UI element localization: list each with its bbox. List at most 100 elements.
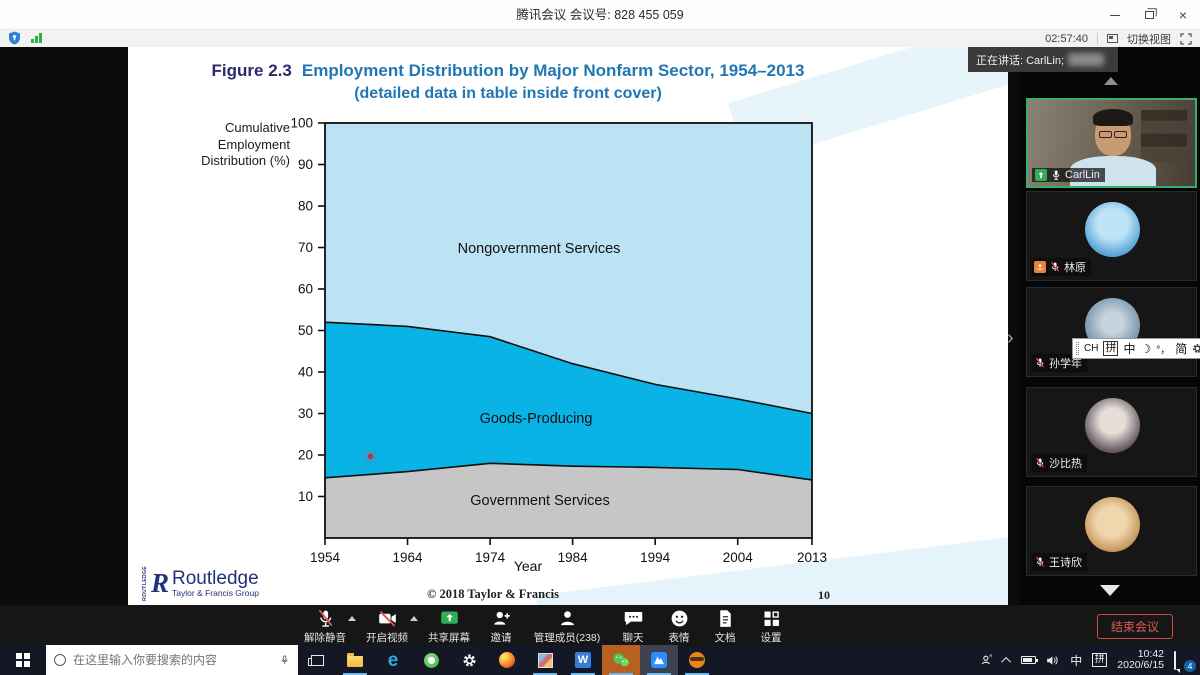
reactions-label: 表情 bbox=[668, 632, 690, 644]
wechat-icon bbox=[613, 653, 629, 667]
window-controls: × bbox=[1098, 0, 1200, 30]
y-axis-title: Cumulative Employment Distribution (%) bbox=[201, 120, 290, 168]
notification-badge: 4 bbox=[1184, 660, 1196, 672]
invite-button[interactable]: 邀请 bbox=[478, 608, 524, 645]
task-view-icon bbox=[307, 654, 324, 666]
scroll-down-arrow[interactable] bbox=[1100, 585, 1120, 596]
tray-expand-chevron-icon[interactable] bbox=[1001, 656, 1012, 667]
svg-text:60: 60 bbox=[298, 282, 313, 297]
svg-text:70: 70 bbox=[298, 240, 313, 255]
speaker-icon[interactable] bbox=[1046, 654, 1060, 667]
battery-icon[interactable] bbox=[1021, 656, 1039, 664]
area-0 bbox=[325, 463, 812, 538]
figure-subtitle: (detailed data in table inside front cov… bbox=[354, 85, 662, 102]
sector-label-0: Government Services bbox=[470, 493, 609, 509]
action-center-button[interactable]: 4 bbox=[1174, 651, 1196, 672]
tencent-meeting-icon bbox=[651, 652, 667, 668]
docs-button[interactable]: 文档 bbox=[702, 608, 748, 645]
window-titlebar: 腾讯会议 会议号: 828 455 059 × bbox=[0, 0, 1200, 30]
settings-button[interactable]: 设置 bbox=[748, 608, 794, 645]
camera-off-icon bbox=[378, 610, 396, 627]
svg-text:1984: 1984 bbox=[558, 550, 589, 565]
mic-options-arrow[interactable] bbox=[348, 616, 356, 621]
participant-chip: 沙比热 bbox=[1031, 454, 1087, 472]
participant-tile[interactable]: 王诗欣 bbox=[1026, 486, 1197, 576]
share-screen-button[interactable]: 共享屏幕 bbox=[420, 608, 478, 645]
restore-icon bbox=[1144, 11, 1154, 19]
logo-vertical-text: ROUTLEDGE bbox=[142, 566, 148, 601]
x-axis-title: Year bbox=[513, 558, 543, 574]
start-video-button[interactable]: 开启视频 bbox=[358, 608, 416, 645]
task-view-button[interactable] bbox=[298, 645, 336, 675]
manage-members-button[interactable]: 管理成员(238) bbox=[524, 608, 610, 645]
participant-tile-carllin[interactable]: CarlLin bbox=[1026, 98, 1197, 188]
ime-pinyin-icon[interactable]: 拼 bbox=[1103, 341, 1119, 356]
logo-mark: R bbox=[151, 568, 170, 598]
ime-punctuation-icon[interactable]: °， bbox=[1156, 345, 1171, 356]
avatar bbox=[1085, 202, 1140, 257]
taskbar-app-edge[interactable]: e bbox=[374, 645, 412, 675]
taskbar-app-settings[interactable] bbox=[450, 645, 488, 675]
ime-lang-mode[interactable]: CH bbox=[1084, 343, 1099, 354]
taskbar-app-photos[interactable] bbox=[526, 645, 564, 675]
blurred-names bbox=[1068, 53, 1105, 66]
settings-label: 设置 bbox=[760, 632, 782, 644]
taskbar-app-tencent-meeting[interactable] bbox=[640, 645, 678, 675]
taskbar-app-green[interactable] bbox=[412, 645, 450, 675]
photos-app-icon bbox=[537, 652, 553, 668]
search-mic-icon[interactable] bbox=[279, 653, 290, 667]
members-icon bbox=[560, 611, 574, 626]
docs-label: 文档 bbox=[714, 632, 736, 644]
taskbar-app-orange[interactable] bbox=[678, 645, 716, 675]
tray-ime-pinyin-icon[interactable]: 拼 bbox=[1092, 653, 1108, 667]
fullscreen-icon[interactable] bbox=[1180, 32, 1192, 45]
taskbar-app-wechat[interactable] bbox=[602, 645, 640, 675]
ime-simplified-icon[interactable]: 简 bbox=[1175, 342, 1188, 356]
reactions-button[interactable]: 表情 bbox=[656, 608, 702, 645]
figure-label: Figure 2.3 bbox=[211, 61, 292, 80]
unmute-button[interactable]: 解除静音 bbox=[296, 608, 354, 645]
divider bbox=[1097, 33, 1098, 44]
participants-sidebar: CarlLin 林原 孙学年 沙比热 bbox=[1020, 47, 1200, 605]
end-meeting-button[interactable]: 结束会议 bbox=[1096, 614, 1173, 639]
unmute-label: 解除静音 bbox=[304, 632, 346, 644]
participant-name: 王诗欣 bbox=[1049, 557, 1082, 569]
video-options-arrow[interactable] bbox=[410, 616, 418, 621]
mic-muted-icon bbox=[318, 609, 332, 627]
start-button[interactable] bbox=[0, 645, 46, 675]
tray-clock[interactable]: 10:42 2020/6/15 bbox=[1117, 647, 1164, 672]
tray-time: 10:42 bbox=[1137, 647, 1164, 660]
restore-button[interactable] bbox=[1132, 0, 1166, 30]
ime-chinese-mode[interactable]: 中 bbox=[1123, 342, 1136, 356]
tray-ime-language[interactable]: 中 bbox=[1070, 653, 1083, 668]
system-tray: R 中 拼 10:42 2020/6/15 4 bbox=[980, 647, 1200, 672]
security-shield-icon[interactable] bbox=[8, 31, 21, 45]
green-app-icon bbox=[423, 652, 439, 668]
close-button[interactable]: × bbox=[1166, 0, 1200, 30]
member-badge-icon bbox=[1034, 261, 1046, 273]
people-icon[interactable]: R bbox=[980, 653, 994, 667]
chat-button[interactable]: 聊天 bbox=[610, 608, 656, 645]
settings-gear-icon bbox=[463, 654, 475, 666]
figure-title: Employment Distribution by Major Nonfarm… bbox=[301, 61, 805, 80]
share-screen-label: 共享屏幕 bbox=[428, 632, 470, 644]
participant-tile[interactable]: 孙学年 bbox=[1026, 287, 1197, 377]
logo-name: Routledge bbox=[172, 567, 259, 589]
scroll-up-arrow[interactable] bbox=[1104, 77, 1118, 85]
taskbar-app-explorer[interactable] bbox=[336, 645, 374, 675]
ime-language-bar[interactable]: CH 拼 中 ☽ °， 简 ⋮ bbox=[1072, 338, 1200, 359]
switch-view-button[interactable]: 切换视图 bbox=[1127, 33, 1171, 46]
ime-settings-gear-icon[interactable] bbox=[1192, 343, 1200, 354]
taskbar-search-box[interactable] bbox=[46, 645, 298, 675]
taskbar-app-wps[interactable]: W bbox=[564, 645, 602, 675]
switch-view-icon bbox=[1107, 34, 1118, 43]
search-input[interactable] bbox=[73, 653, 272, 667]
ime-halfwidth-icon[interactable]: ☽ bbox=[1140, 341, 1152, 356]
minimize-button[interactable] bbox=[1098, 0, 1132, 30]
participant-tile[interactable]: 林原 bbox=[1026, 191, 1197, 281]
participant-tile[interactable]: 沙比热 bbox=[1026, 387, 1197, 477]
taskbar-app-firefox[interactable] bbox=[488, 645, 526, 675]
sidebar-collapse-chevron[interactable]: › bbox=[1007, 327, 1014, 349]
ime-drag-handle[interactable] bbox=[1076, 342, 1079, 355]
video-person-glasses bbox=[1099, 131, 1127, 138]
